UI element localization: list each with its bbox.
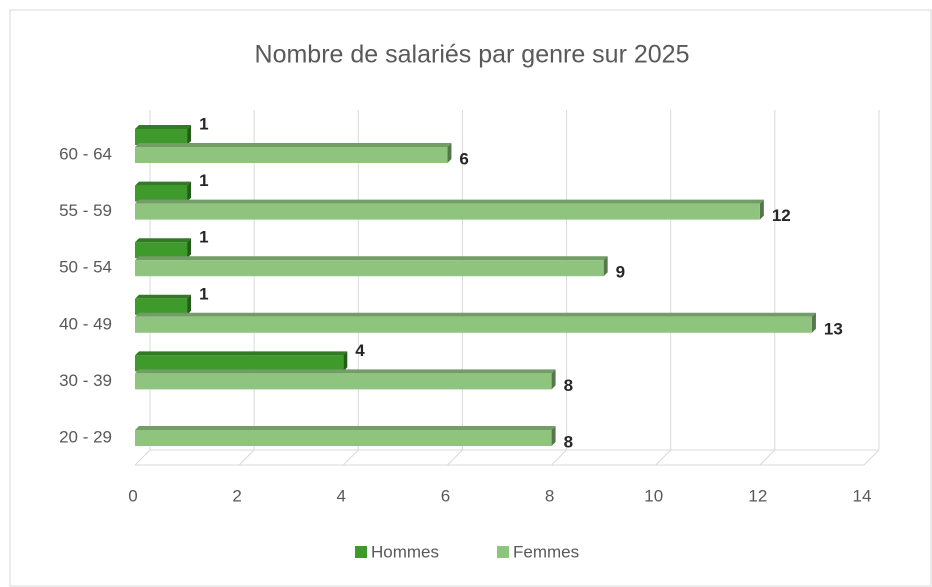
value-label: 1 bbox=[199, 228, 208, 247]
value-label: 6 bbox=[459, 149, 468, 168]
bar-top bbox=[135, 294, 192, 299]
bar-side bbox=[551, 369, 556, 390]
y-tick-label: 40 - 49 bbox=[59, 314, 112, 333]
x-tick-label: 6 bbox=[441, 486, 450, 505]
value-label: 8 bbox=[564, 432, 573, 451]
y-tick-label: 55 - 59 bbox=[59, 201, 112, 220]
bar bbox=[135, 147, 448, 163]
bar-side bbox=[759, 199, 764, 220]
grid-floor bbox=[447, 449, 463, 466]
grid-floor bbox=[342, 449, 359, 466]
x-tick-label: 4 bbox=[337, 486, 346, 505]
bar bbox=[135, 203, 760, 220]
bar bbox=[135, 298, 188, 315]
bar bbox=[135, 316, 812, 333]
bar-top bbox=[135, 143, 452, 147]
value-label: 1 bbox=[199, 114, 208, 133]
bar bbox=[135, 242, 188, 259]
bar-side bbox=[187, 181, 192, 202]
bar bbox=[135, 260, 604, 277]
value-label: 8 bbox=[564, 376, 573, 395]
x-tick-label: 12 bbox=[748, 486, 767, 505]
y-tick-label: 20 - 29 bbox=[59, 427, 112, 446]
bar bbox=[135, 373, 552, 390]
bar-top bbox=[135, 181, 192, 186]
x-tick-label: 8 bbox=[545, 486, 554, 505]
bar-side bbox=[187, 294, 192, 315]
grid-floor bbox=[655, 449, 672, 466]
bar-side bbox=[447, 143, 452, 163]
bar-top bbox=[135, 369, 556, 374]
grid-floor bbox=[759, 449, 776, 466]
bar-top bbox=[135, 238, 192, 243]
value-label: 4 bbox=[355, 341, 365, 360]
grid-floor bbox=[863, 449, 880, 466]
bar-side bbox=[551, 426, 556, 446]
bar-top bbox=[135, 199, 764, 204]
legend-swatch bbox=[355, 546, 367, 558]
chart-title: Nombre de salariés par genre sur 2025 bbox=[255, 41, 690, 69]
bar-side bbox=[187, 238, 192, 259]
bar bbox=[135, 185, 188, 202]
y-tick-label: 60 - 64 bbox=[59, 144, 112, 163]
x-tick-label: 0 bbox=[128, 486, 137, 505]
grid-floor bbox=[134, 449, 151, 466]
bar-side bbox=[187, 125, 192, 145]
bar-side bbox=[811, 312, 816, 333]
bar-top bbox=[135, 125, 192, 129]
bar-top bbox=[135, 312, 816, 317]
y-tick-label: 50 - 54 bbox=[59, 258, 112, 277]
bar-top bbox=[135, 256, 608, 261]
grid-floor bbox=[238, 449, 255, 466]
legend-label: Hommes bbox=[371, 542, 439, 561]
legend-label: Femmes bbox=[513, 542, 579, 561]
x-tick-label: 10 bbox=[644, 486, 663, 505]
bar-top bbox=[135, 426, 556, 430]
value-label: 9 bbox=[616, 263, 625, 282]
x-tick-label: 14 bbox=[853, 486, 872, 505]
x-tick-label: 2 bbox=[232, 486, 241, 505]
bar bbox=[135, 355, 344, 372]
legend-swatch bbox=[497, 546, 509, 558]
value-label: 1 bbox=[199, 284, 208, 303]
y-tick-label: 30 - 39 bbox=[59, 371, 112, 390]
bar-top bbox=[135, 351, 348, 356]
value-label: 13 bbox=[824, 319, 843, 338]
bar-side bbox=[603, 256, 608, 277]
value-label: 12 bbox=[772, 206, 791, 225]
bar-side bbox=[343, 351, 348, 372]
bar bbox=[135, 129, 188, 145]
bar bbox=[135, 430, 552, 446]
value-label: 1 bbox=[199, 171, 208, 190]
grid-floor bbox=[551, 449, 567, 466]
